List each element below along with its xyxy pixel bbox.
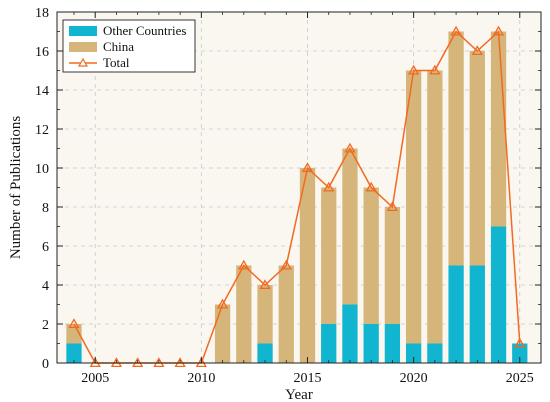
total-marker [301,162,314,173]
x-tick-label: 2015 [293,371,321,386]
bar-other-countries [427,343,443,363]
total-marker [174,357,186,368]
x-tick-label: 2010 [187,371,215,386]
y-tick-label: 2 [42,318,49,333]
legend-label-total: Total [103,55,130,70]
bar-other-countries [469,265,485,363]
y-tick-label: 10 [35,162,49,177]
bar-china [427,70,443,344]
bar-china [384,207,401,324]
bar-china [278,265,294,363]
bar-china [236,265,252,363]
bar-other-countries [490,226,507,363]
legend-swatch-other-countries [69,26,97,36]
y-tick-label: 14 [35,84,49,99]
bar-china [257,285,273,344]
bar-china [214,304,231,363]
y-tick-label: 6 [42,240,49,255]
bar-china [490,31,507,227]
legend-marker-total [77,57,89,67]
x-tick-label: 2020 [400,371,428,386]
bar-other-countries [66,343,82,363]
total-marker [365,181,377,192]
bar-china [66,324,82,344]
bar-china [299,168,316,363]
total-marker [450,25,462,36]
bar-china [469,51,485,266]
bar-other-countries [363,324,379,363]
legend-label-china: China [103,39,134,54]
total-marker [471,45,483,56]
bar-china [342,148,358,305]
total-marker [408,64,420,75]
total-marker [259,279,271,290]
total-marker [216,298,229,309]
bar-other-countries [342,304,358,363]
y-tick-label: 8 [42,201,49,216]
total-marker [429,64,441,75]
y-tick-label: 4 [42,279,49,294]
legend-swatch-china [69,42,97,52]
y-tick-label: 16 [35,45,49,60]
total-marker [110,357,123,368]
total-marker [386,201,399,212]
bar-other-countries [405,343,422,363]
bar-other-countries [512,343,528,363]
total-marker [89,357,101,368]
bar-other-countries [384,324,401,363]
bar-china [448,31,464,266]
x-tick-label: 2005 [81,371,109,386]
bar-china [363,187,379,324]
y-tick-label: 18 [35,6,49,21]
ticks-layer: 2005 2010 2015 2020 2025 0 2 4 6 8 10 12 14 16 18 [35,6,542,386]
total-marker [238,259,250,270]
bar-other-countries [257,343,273,363]
y-tick-label: 0 [42,357,49,372]
total-marker [492,25,505,36]
total-marker [514,337,526,348]
y-axis-label: Number of Publications [8,116,24,259]
total-marker [195,357,207,368]
bars-layer [66,31,528,363]
x-axis-label: Year [285,387,313,402]
total-marker [68,318,80,329]
x-tick-label: 2025 [506,371,534,386]
total-marker [153,357,165,368]
bar-other-countries [448,265,464,363]
legend-label-other-countries: Other Countries [103,23,186,38]
bar-other-countries [321,324,337,363]
total-marker [344,142,356,153]
bar-china [321,187,337,324]
total-marker [323,181,335,192]
y-tick-label: 12 [35,123,49,138]
bar-china [405,70,422,344]
total-marker [280,259,292,270]
total-marker [132,357,144,368]
